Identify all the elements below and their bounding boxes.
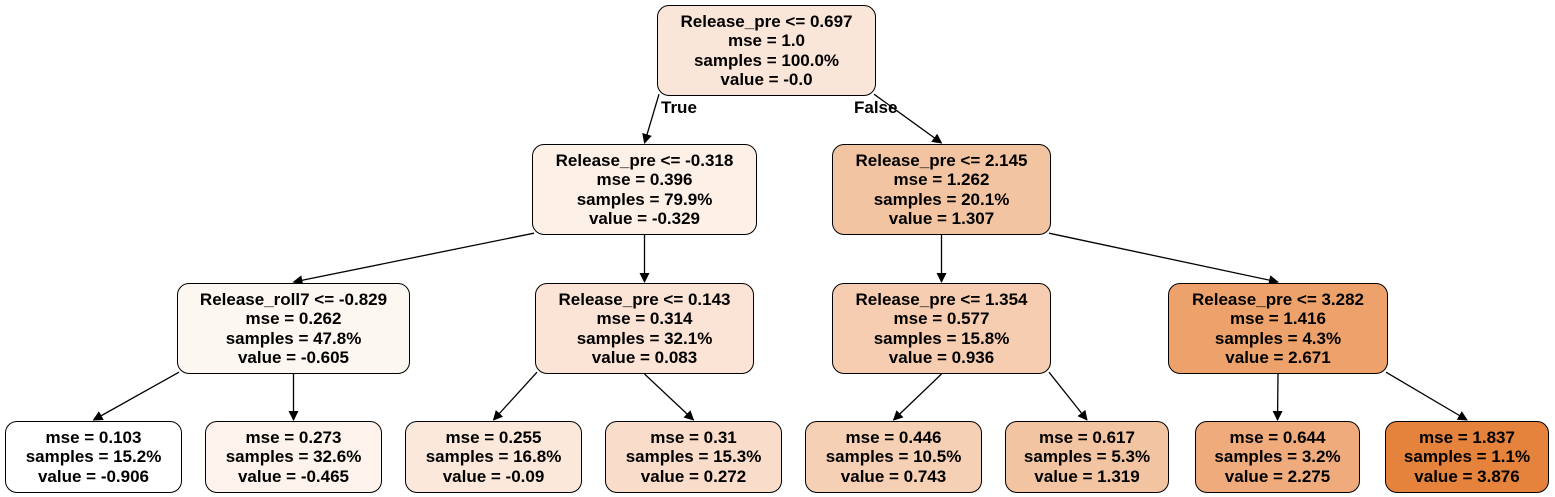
node-split: Release_roll7 <= -0.829	[199, 289, 388, 309]
node-mse: mse = 0.396	[596, 170, 693, 189]
tree-node-internal: Release_roll7 <= -0.829 mse = 0.262 samp…	[177, 283, 410, 374]
node-samples: samples = 4.3%	[1214, 328, 1342, 348]
node-split: Release_pre <= 2.145	[855, 150, 1028, 170]
node-mse: mse = 0.262	[245, 309, 342, 328]
node-mse: mse = 0.577	[893, 309, 990, 328]
node-mse: mse = 1.837	[1419, 427, 1515, 447]
node-value: value = -0.605	[237, 348, 350, 367]
tree-edge-arrow	[1272, 373, 1283, 421]
true-branch-label: True	[661, 98, 697, 117]
node-split: Release_pre <= 3.282	[1191, 289, 1365, 309]
node-value: value = 1.307	[888, 209, 995, 228]
tree-node-leaf: mse = 0.255 samples = 16.8% value = -0.0…	[405, 421, 582, 493]
node-mse: mse = 1.416	[1230, 309, 1326, 328]
tree-node-leaf: mse = 0.446 samples = 10.5% value = 0.74…	[805, 421, 982, 493]
tree-edge-arrow	[292, 232, 535, 286]
node-samples: samples = 16.8%	[425, 447, 562, 467]
node-value: value = -0.09	[442, 466, 545, 486]
node-samples: samples = 5.3%	[1023, 447, 1151, 467]
node-mse: mse = 0.617	[1039, 427, 1135, 447]
node-samples: samples = 1.1%	[1403, 447, 1531, 467]
node-samples: samples = 15.2%	[25, 447, 162, 467]
node-samples: samples = 32.1%	[576, 328, 713, 348]
tree-edge-arrow	[642, 93, 660, 144]
node-split: Release_pre <= 0.697	[680, 11, 853, 31]
node-samples: samples = 15.8%	[873, 328, 1010, 348]
node-mse: mse = 1.0	[727, 31, 806, 50]
node-value: value = 0.272	[640, 466, 747, 486]
node-mse: mse = 0.446	[845, 427, 942, 447]
node-value: value = -0.906	[37, 466, 150, 486]
tree-edge-arrow	[892, 373, 942, 421]
tree-edge-arrow	[92, 371, 180, 421]
node-mse: mse = 0.273	[245, 427, 342, 447]
node-split: Release_pre <= -0.318	[555, 150, 734, 170]
node-value: value = 3.876	[1414, 466, 1520, 486]
node-samples: samples = 79.9%	[576, 189, 713, 209]
node-value: value = 0.743	[840, 466, 947, 486]
node-value: value = 1.319	[1034, 466, 1140, 486]
node-samples: samples = 3.2%	[1214, 447, 1341, 467]
tree-node-internal: Release_pre <= 1.354 mse = 0.577 samples…	[832, 283, 1051, 374]
node-mse: mse = 0.103	[45, 427, 142, 447]
node-value: value = -0.0	[720, 70, 813, 89]
node-value: value = -0.465	[237, 466, 350, 486]
tree-node-root: Release_pre <= 0.697 mse = 1.0 samples =…	[657, 5, 876, 96]
node-split: Release_pre <= 0.143	[558, 289, 731, 309]
tree-node-internal: Release_pre <= 2.145 mse = 1.262 samples…	[832, 144, 1051, 235]
node-samples: samples = 15.3%	[625, 447, 762, 467]
node-samples: samples = 10.5%	[825, 447, 962, 467]
node-mse: mse = 0.31	[650, 427, 737, 447]
node-mse: mse = 0.255	[445, 427, 542, 447]
node-split: Release_pre <= 1.354	[855, 289, 1028, 309]
tree-edge-arrow	[492, 371, 538, 421]
tree-edge-arrow	[873, 93, 943, 144]
node-value: value = 0.936	[888, 348, 995, 367]
tree-edge-arrow	[1048, 232, 1279, 286]
tree-node-leaf: mse = 0.617 samples = 5.3% value = 1.319	[1005, 421, 1169, 493]
false-branch-label: False	[854, 98, 898, 117]
node-samples: samples = 32.6%	[225, 447, 362, 467]
tree-node-internal: Release_pre <= 3.282 mse = 1.416 samples…	[1168, 283, 1388, 374]
node-samples: samples = 47.8%	[225, 328, 362, 348]
node-samples: samples = 100.0%	[693, 50, 840, 70]
node-value: value = -0.329	[588, 209, 701, 228]
tree-edge-arrow	[644, 373, 695, 421]
tree-node-internal: Release_pre <= -0.318 mse = 0.396 sample…	[532, 144, 757, 235]
tree-edge-arrow	[1385, 371, 1468, 421]
node-value: value = 0.083	[591, 348, 698, 367]
tree-node-leaf: mse = 1.837 samples = 1.1% value = 3.876	[1385, 421, 1549, 493]
tree-node-leaf: mse = 0.273 samples = 32.6% value = -0.4…	[205, 421, 382, 493]
tree-node-leaf: mse = 0.644 samples = 3.2% value = 2.275	[1195, 421, 1360, 493]
tree-edge-arrow	[1048, 371, 1088, 421]
tree-node-internal: Release_pre <= 0.143 mse = 0.314 samples…	[535, 283, 754, 374]
node-mse: mse = 0.644	[1229, 427, 1326, 447]
node-samples: samples = 20.1%	[873, 189, 1010, 209]
tree-node-leaf: mse = 0.31 samples = 15.3% value = 0.272	[605, 421, 782, 493]
node-value: value = 2.275	[1224, 466, 1331, 486]
node-mse: mse = 1.262	[893, 170, 990, 189]
tree-node-leaf: mse = 0.103 samples = 15.2% value = -0.9…	[5, 421, 182, 493]
node-mse: mse = 0.314	[596, 309, 693, 328]
node-value: value = 2.671	[1225, 348, 1331, 367]
